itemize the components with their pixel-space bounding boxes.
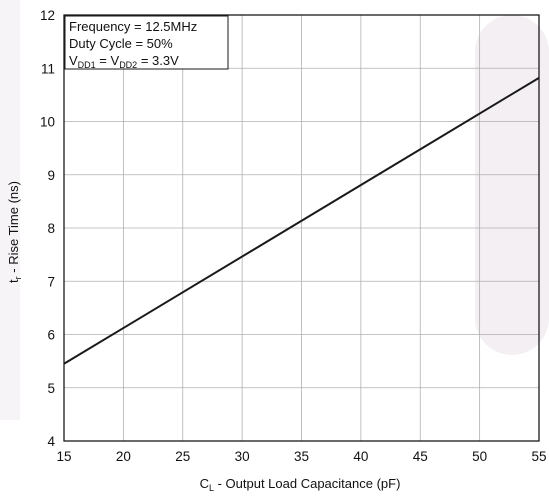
- series-line-0: [63, 76, 540, 365]
- legend-vdd1-subscript: DD1: [78, 60, 96, 70]
- legend-vdd2-symbol: V: [111, 53, 120, 68]
- x-tick-label-30: 30: [235, 449, 250, 464]
- legend-vdd2-subscript: DD2: [119, 60, 137, 70]
- y-tick-label-4: 4: [47, 434, 55, 449]
- x-axis-subscript: L: [209, 483, 214, 493]
- y-tick-label-11: 11: [41, 61, 55, 76]
- x-tick-label-25: 25: [175, 449, 190, 464]
- grid: [63, 14, 540, 442]
- y-tick-label-5: 5: [47, 381, 55, 396]
- y-tick-label-9: 9: [47, 168, 55, 183]
- x-tick-label-50: 50: [472, 449, 487, 464]
- y-axis-subscript: r: [13, 276, 23, 279]
- x-axis-symbol: C: [200, 476, 209, 491]
- legend-frequency: Frequency = 12.5MHz: [69, 19, 197, 34]
- x-tick-label-35: 35: [294, 449, 309, 464]
- y-axis-title: tr - Rise Time (ns): [6, 181, 23, 283]
- y-tick-label-10: 10: [40, 115, 55, 130]
- plot-frame: [63, 14, 540, 442]
- x-tick-label-15: 15: [56, 449, 71, 464]
- legend-equals: =: [96, 53, 111, 68]
- y-tick-label-7: 7: [47, 274, 55, 289]
- legend-duty-cycle: Duty Cycle = 50%: [69, 36, 173, 51]
- y-tick-label-8: 8: [47, 221, 55, 236]
- x-axis-text: - Output Load Capacitance (pF): [214, 476, 400, 491]
- y-tick-label-12: 12: [40, 8, 55, 23]
- x-tick-labels: 15 20 25 30 35 40 45 50 55: [56, 449, 546, 464]
- legend-box: [64, 15, 229, 70]
- x-tick-label-45: 45: [413, 449, 428, 464]
- legend-supply-voltage: VDD1 = VDD2 = 3.3V: [69, 53, 179, 70]
- legend: Frequency = 12.5MHz Duty Cycle = 50% VDD…: [64, 15, 229, 70]
- y-axis-text: - Rise Time (ns): [6, 181, 21, 276]
- legend-vdd1-symbol: V: [69, 53, 78, 68]
- background-watermark: [0, 0, 549, 420]
- y-axis-symbol: t: [6, 279, 21, 283]
- legend-voltage-value: = 3.3V: [137, 53, 179, 68]
- x-axis-title: CL - Output Load Capacitance (pF): [200, 476, 401, 493]
- x-tick-label-55: 55: [531, 449, 546, 464]
- x-tick-label-40: 40: [353, 449, 368, 464]
- x-tick-label-20: 20: [116, 449, 131, 464]
- series-layer: [63, 76, 540, 365]
- y-tick-labels: 4 5 6 7 8 9 10 11 12: [40, 8, 56, 449]
- y-tick-label-6: 6: [47, 328, 55, 343]
